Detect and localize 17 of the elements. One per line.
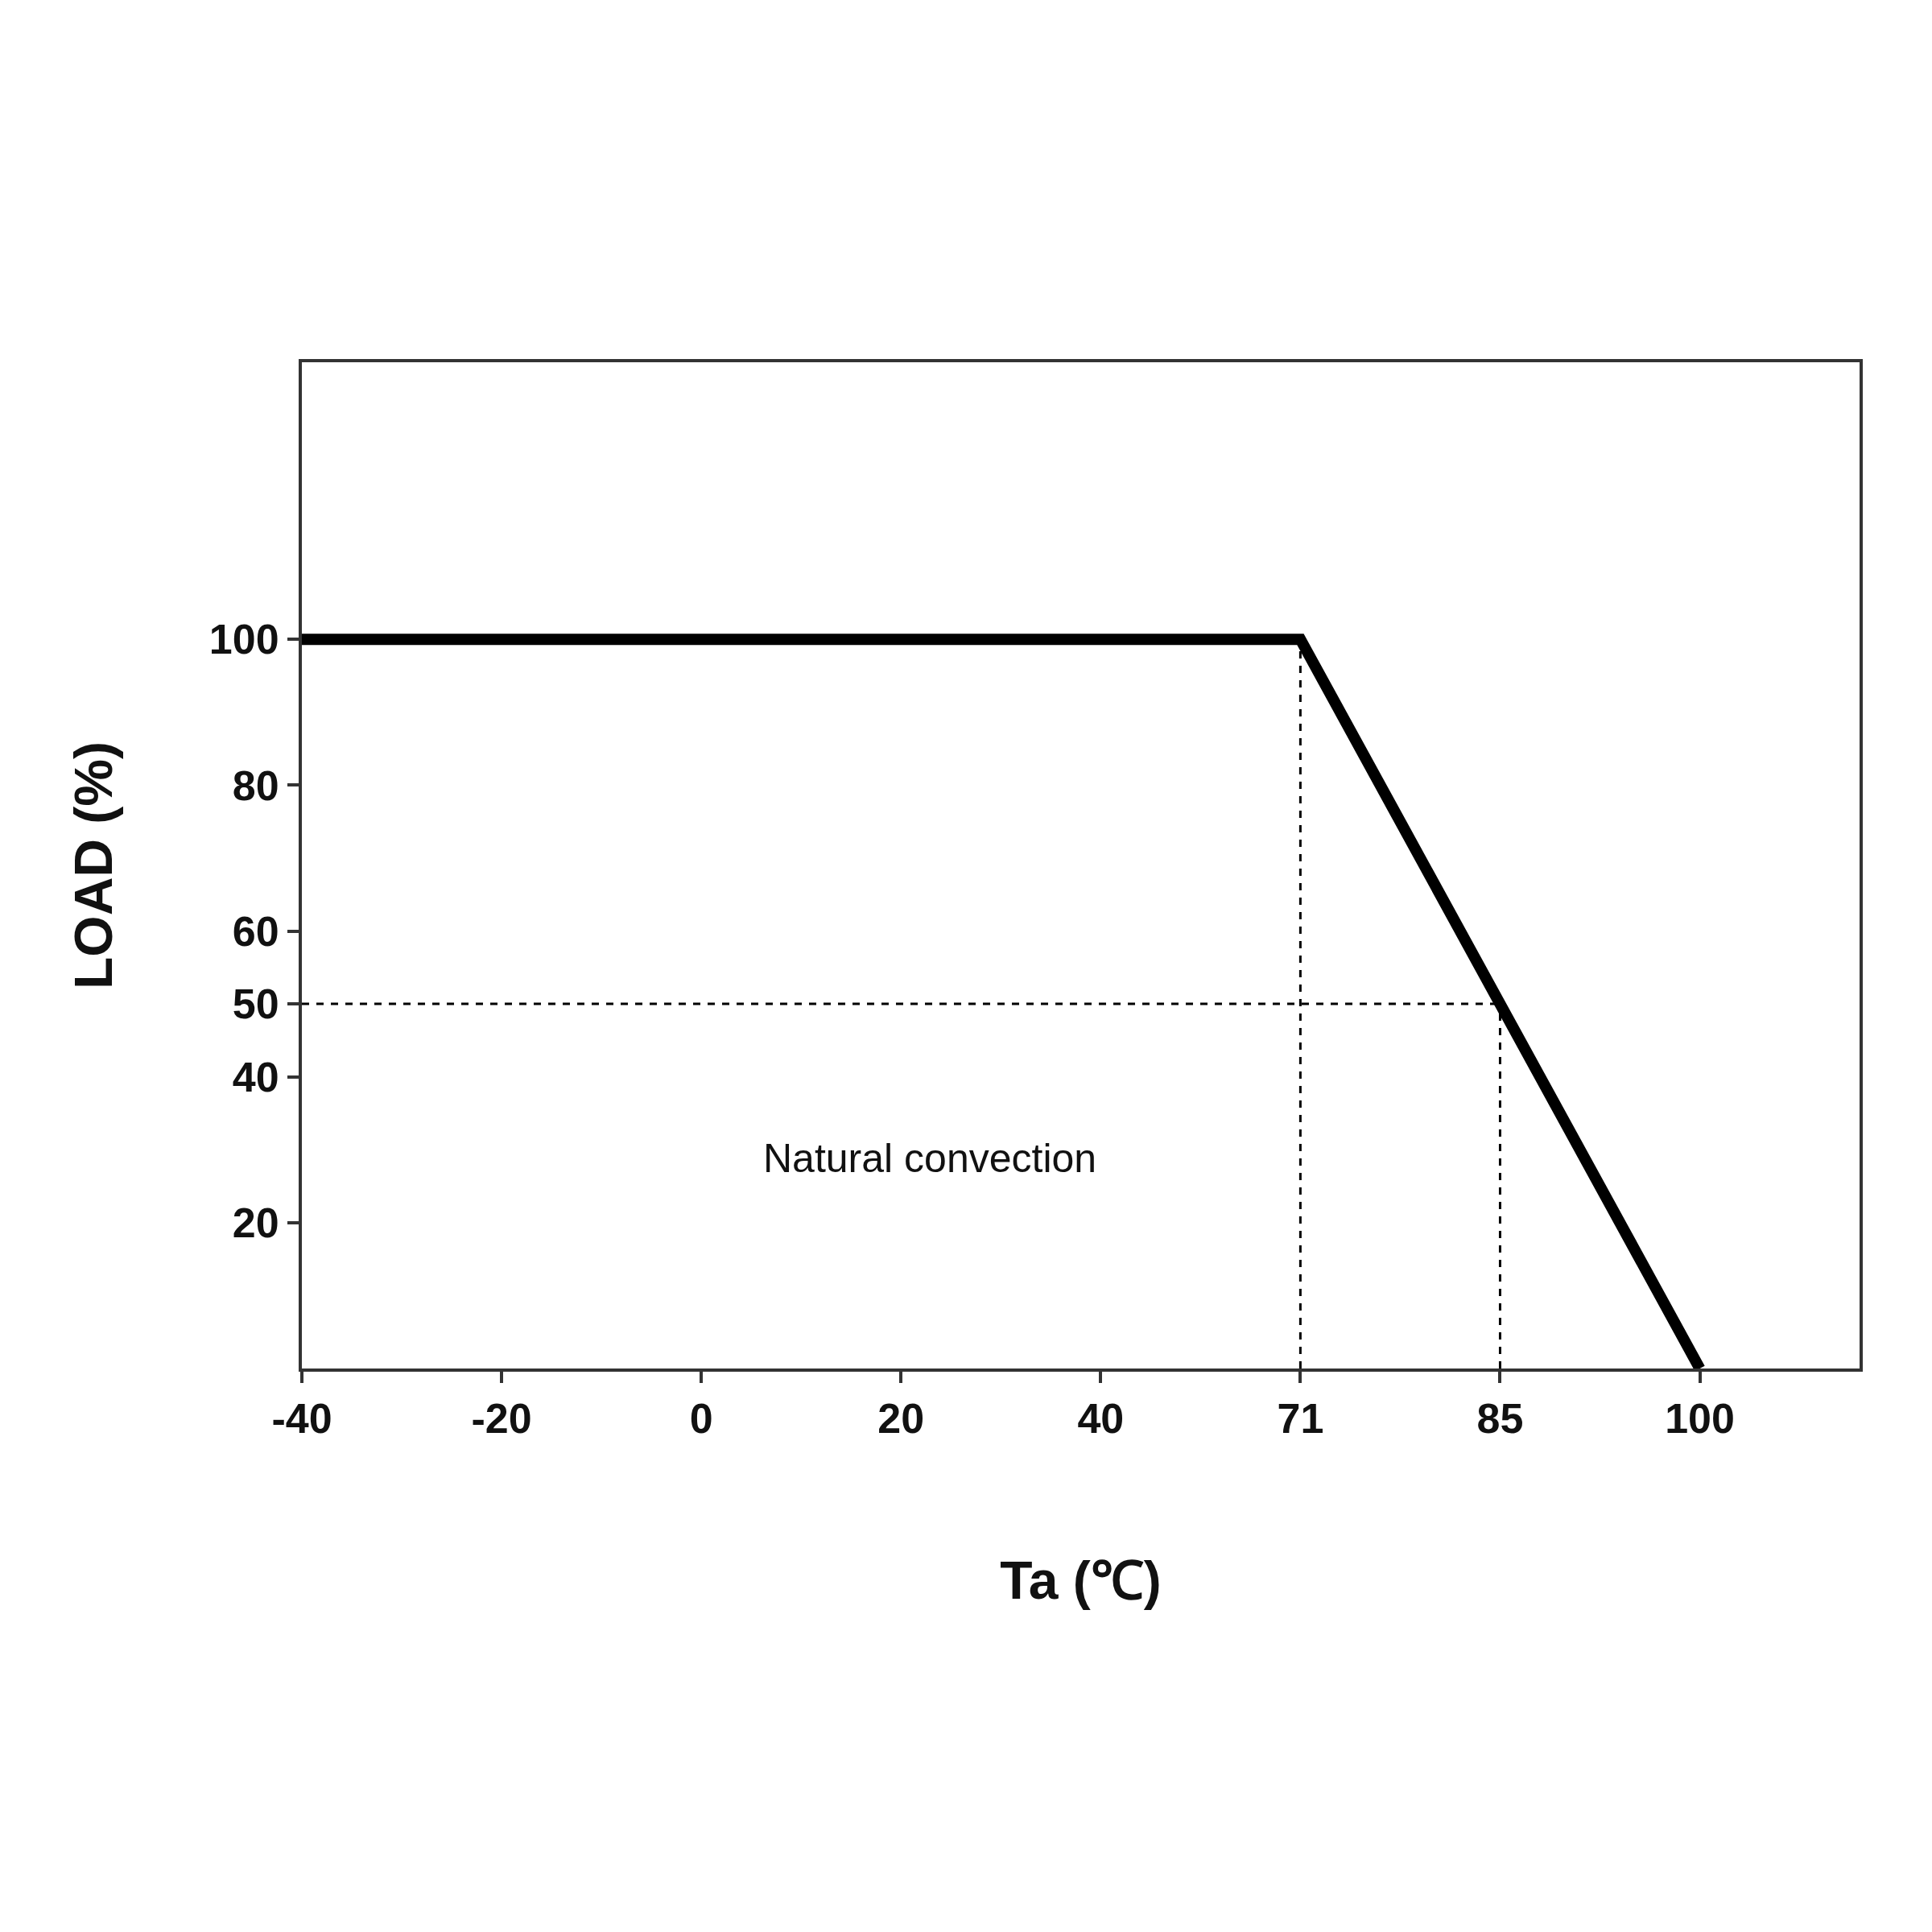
y-tick-label: 80: [232, 762, 279, 809]
y-tick-label: 60: [232, 907, 279, 955]
x-tick-label: -20: [471, 1395, 532, 1443]
x-axis-title: Ta (℃): [1000, 1550, 1162, 1610]
y-tick-label: 50: [232, 980, 279, 1028]
x-tick-label: 100: [1665, 1395, 1735, 1443]
annotation: Natural convection: [763, 1136, 1097, 1181]
x-tick-label: 85: [1476, 1395, 1524, 1443]
y-axis-title: LOAD (%): [63, 741, 123, 989]
x-tick-label: 0: [689, 1395, 713, 1443]
x-tick-label: -40: [271, 1395, 332, 1443]
x-tick-label: 20: [877, 1395, 925, 1443]
y-tick-label: 40: [232, 1053, 279, 1100]
y-tick-label: 20: [232, 1199, 279, 1247]
y-tick-label: 100: [208, 616, 279, 663]
x-tick-label: 40: [1077, 1395, 1125, 1443]
x-tick-label: 71: [1277, 1395, 1324, 1443]
